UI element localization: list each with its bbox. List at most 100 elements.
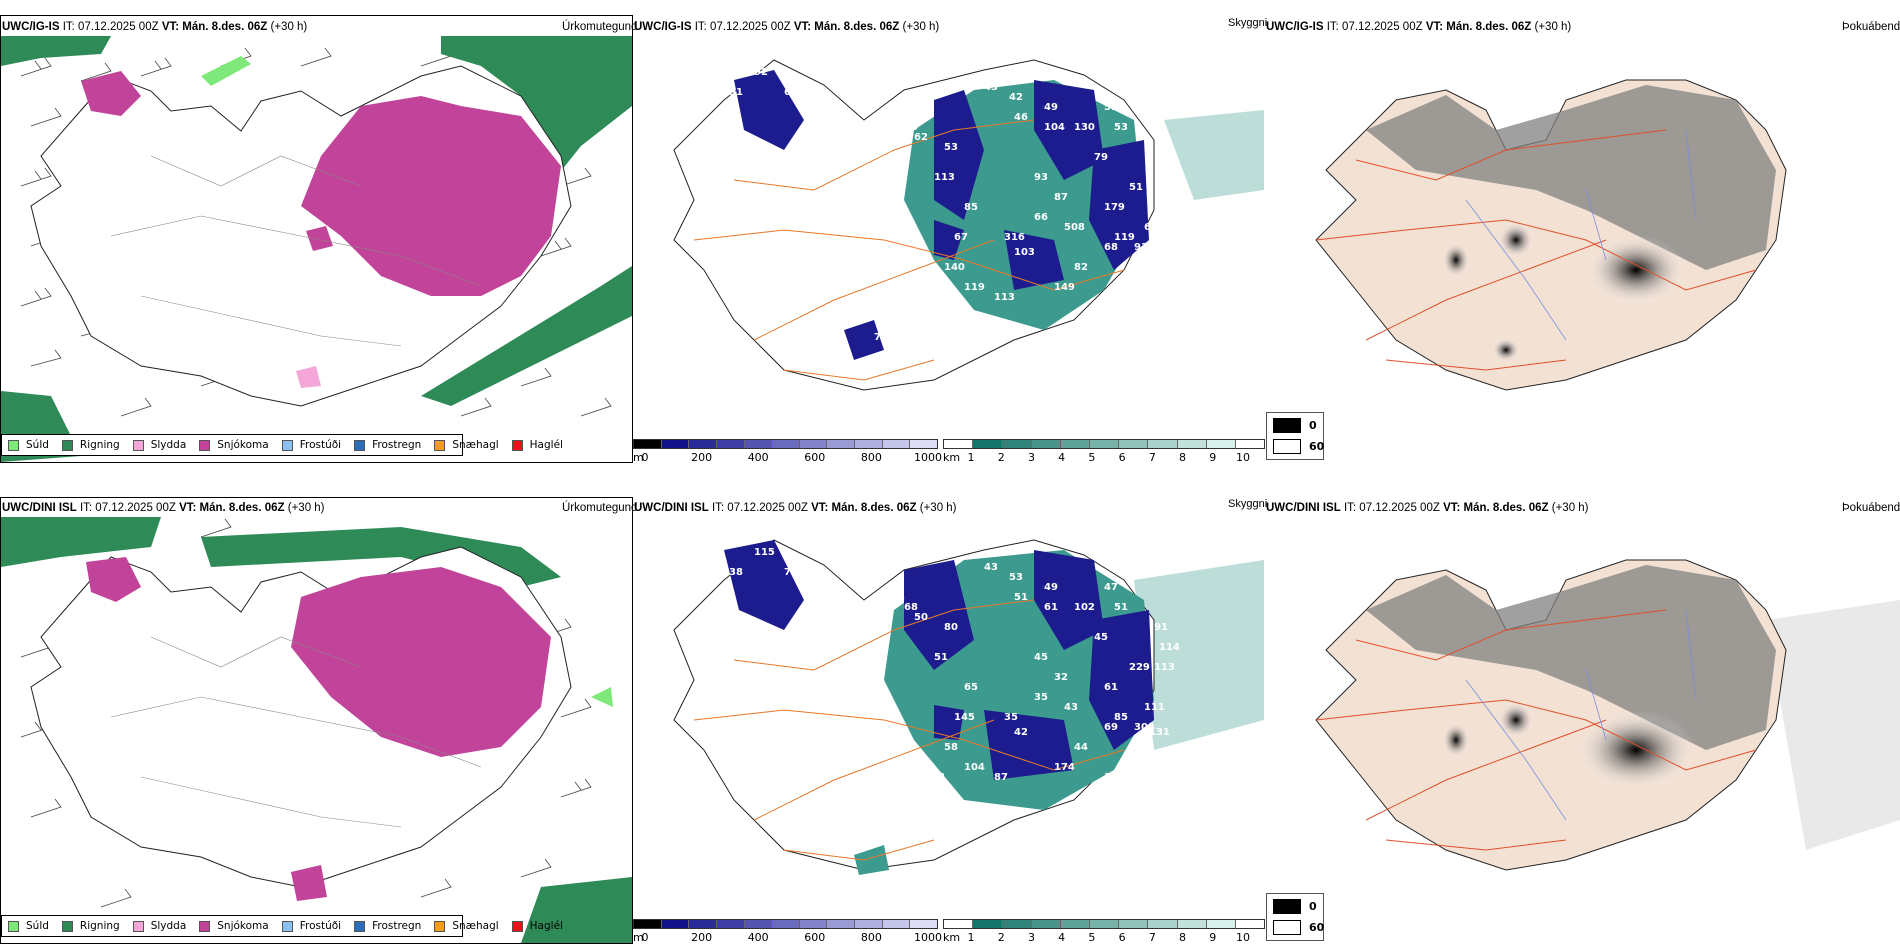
visibility-value-label: 59 bbox=[884, 112, 898, 123]
it-value: 07.12.2025 00Z bbox=[95, 502, 176, 514]
visibility-value-label: 62 bbox=[874, 812, 888, 823]
roads bbox=[693, 599, 1125, 861]
visibility-value-label: 91 bbox=[1154, 622, 1168, 633]
sea-fog-plume bbox=[1134, 560, 1264, 750]
dense-fog-area-1 bbox=[934, 90, 984, 220]
visibility-value-label: 45 bbox=[1034, 652, 1048, 663]
colorbar-tick-label: 6 bbox=[1118, 451, 1126, 464]
colorbar-swatch bbox=[799, 920, 828, 928]
sea-rain-band-se bbox=[421, 266, 632, 406]
precip-type-panel-frame bbox=[0, 497, 633, 944]
legend-item: Súld bbox=[8, 920, 49, 932]
colorbar-tick-label: 2 bbox=[997, 931, 1005, 944]
visibility-value-label: 46 bbox=[1014, 112, 1028, 123]
dense-fog-area-2 bbox=[1034, 80, 1104, 180]
km-colorbar-swatches bbox=[943, 919, 1265, 929]
visibility-value-label: 85 bbox=[1114, 712, 1128, 723]
colorbar-swatch bbox=[855, 920, 883, 928]
panel-header: UWC/IG-IS IT: 07.12.2025 00Z VT: Mán. 8.… bbox=[1266, 21, 1571, 33]
visibility-value-label: 58 bbox=[924, 292, 938, 303]
colorbar-swatch bbox=[1002, 920, 1032, 928]
sea-rain-band-north bbox=[1, 36, 111, 66]
fog-legend-label: 60 bbox=[1309, 440, 1325, 453]
colorbar-swatch bbox=[1060, 440, 1090, 448]
visibility-value-label: 69 bbox=[934, 812, 948, 823]
panel-header: UWC/IG-IS IT: 07.12.2025 00Z VT: Mán. 8.… bbox=[2, 21, 307, 33]
legend-item: Frostúði bbox=[281, 439, 341, 451]
legend-item: Rigning bbox=[61, 439, 120, 451]
panel-header: UWC/IG-IS IT: 07.12.2025 00Z VT: Mán. 8.… bbox=[634, 21, 939, 33]
visibility-value-label: 87 bbox=[994, 772, 1008, 783]
visibility-value-label: 62 bbox=[914, 132, 928, 143]
colorbar-tick-label: 200 bbox=[691, 451, 713, 464]
vt-value: Mán. 8.des. 06Z bbox=[199, 502, 285, 514]
fog-legend-swatch bbox=[1273, 920, 1301, 935]
colorbar-tick-label: 5 bbox=[1088, 451, 1096, 464]
visibility-value-label: 82 bbox=[719, 142, 733, 153]
legend-label: Snjókoma bbox=[217, 439, 269, 451]
visibility-value-label: 85 bbox=[984, 842, 998, 853]
visibility-value-label: 51 bbox=[1114, 602, 1128, 613]
visibility-value-label: 51 bbox=[934, 652, 948, 663]
colorbar-tick-label: 4 bbox=[1058, 451, 1066, 464]
colorbar-swatch bbox=[661, 920, 690, 928]
rivers bbox=[1465, 609, 1697, 821]
precip-type-panel-frame bbox=[0, 15, 633, 463]
visibility-value-label: 174 bbox=[1054, 762, 1075, 773]
visibility-value-label: 53 bbox=[1009, 572, 1023, 583]
snow-area-nw bbox=[86, 557, 141, 602]
colorbar-swatch bbox=[689, 440, 717, 448]
vt-label: VT: bbox=[1443, 502, 1461, 514]
visibility-value-label: 87 bbox=[1054, 192, 1068, 203]
colorbar-tick-label: 200 bbox=[691, 931, 713, 944]
it-label: IT: bbox=[711, 502, 725, 514]
visibility-value-label: 68 bbox=[1104, 242, 1118, 253]
model-name: UWC/DINI ISL bbox=[634, 502, 709, 514]
legend-item: Snæhagl bbox=[434, 920, 499, 932]
fog-legend-swatch bbox=[1273, 439, 1301, 454]
colorbar-swatch bbox=[744, 920, 773, 928]
visibility-value-label: 43 bbox=[984, 82, 998, 93]
colorbar-swatch bbox=[799, 440, 828, 448]
legend-item: Frostregn bbox=[354, 439, 421, 451]
legend-item: Slydda bbox=[132, 920, 186, 932]
sea-rain-band-sw bbox=[521, 877, 632, 943]
colorbar-swatch bbox=[1060, 920, 1090, 928]
fog-legend-swatch bbox=[1273, 899, 1301, 914]
legend-swatch bbox=[434, 920, 446, 932]
height-colorbar: m 0 200 400 600 800 1000 bbox=[633, 435, 942, 471]
visibility-value-label: 43 bbox=[1064, 702, 1078, 713]
vt-value: Mán. 8.des. 06Z bbox=[814, 21, 900, 33]
vt-value: Mán. 8.des. 06Z bbox=[1463, 502, 1549, 514]
legend-swatch bbox=[132, 920, 144, 932]
legend-label: Snæhagl bbox=[452, 920, 499, 932]
sea-rain-band-north bbox=[1, 517, 161, 567]
precip-type-map bbox=[1, 517, 632, 943]
visibility-value-label: 179 bbox=[1104, 202, 1125, 213]
it-label: IT: bbox=[62, 21, 75, 33]
colorbar-swatch bbox=[744, 440, 773, 448]
vt-value: Mán. 8.des. 06Z bbox=[831, 502, 917, 514]
legend-swatch bbox=[8, 439, 19, 451]
roads bbox=[1315, 129, 1757, 371]
model-name: UWC/IG-IS bbox=[1266, 21, 1324, 33]
fog-legend-label: 0 bbox=[1309, 419, 1317, 432]
visibility-value-label: 39 bbox=[1154, 182, 1168, 193]
fog-legend-item: 0 bbox=[1273, 418, 1317, 433]
visibility-value-label: 118 bbox=[884, 592, 905, 603]
legend-item: Rigning bbox=[61, 920, 120, 932]
fog-core-1 bbox=[1586, 235, 1686, 305]
legend-item: Súld bbox=[8, 439, 49, 451]
legend-swatch bbox=[281, 920, 293, 932]
fog-legend-item: 0 bbox=[1273, 899, 1317, 914]
colorbar-tick-label: 1000 bbox=[914, 931, 942, 944]
colorbar-swatch bbox=[973, 440, 1003, 448]
legend-item: Snjókoma bbox=[199, 920, 269, 932]
panel-title: Skyggni bbox=[1228, 17, 1268, 29]
legend-label: Súld bbox=[26, 920, 49, 932]
fog-core-2 bbox=[1498, 702, 1534, 738]
vt-label: VT: bbox=[811, 502, 829, 514]
legend-swatch bbox=[281, 439, 293, 451]
